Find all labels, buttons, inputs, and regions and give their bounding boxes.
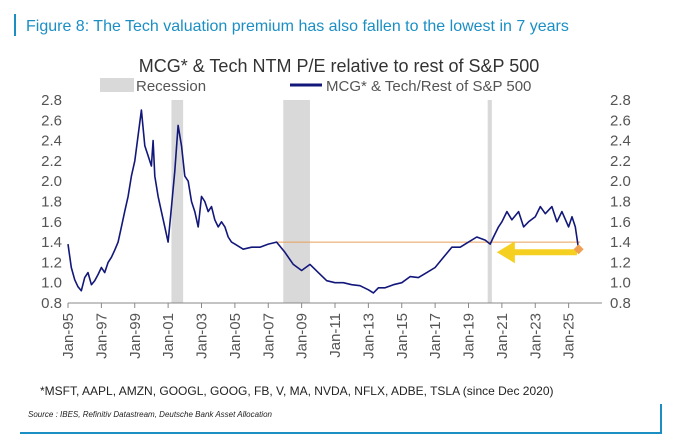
x-tick-label-12: Jan-19 (461, 313, 478, 359)
x-tick-label-4: Jan-03 (194, 313, 211, 359)
y-tick-right-7: 2.2 (610, 153, 631, 170)
y-tick-right-8: 2.4 (610, 133, 631, 150)
axes: 0.8 0.8 1.0 1.0 1.2 1.2 1.4 1.4 1.6 1.6 1.8 1.8 2.0 2… (41, 92, 631, 359)
y-tick-left-10: 2.8 (41, 92, 62, 109)
y-tick-right-3: 1.4 (610, 234, 631, 251)
legend: Recession MCG* & Tech/Rest of S&P 500 (100, 78, 531, 95)
x-tick-label-6: Jan-07 (260, 313, 277, 359)
recession-band-2 (487, 100, 492, 303)
y-tick-right-0: 0.8 (610, 295, 631, 312)
accent-bar-top (14, 14, 16, 36)
y-tick-right-4: 1.6 (610, 214, 631, 231)
y-tick-left-1: 1.0 (41, 275, 62, 292)
x-tick-label-0: Jan-95 (60, 313, 77, 359)
x-tick-label-1: Jan-97 (93, 313, 110, 359)
yellow-arrow-head (496, 241, 515, 264)
x-tick-label-10: Jan-15 (394, 313, 411, 359)
x-tick-label-7: Jan-09 (294, 313, 311, 359)
y-tick-right-1: 1.0 (610, 275, 631, 292)
accent-bar-bottom (20, 432, 662, 434)
series-line-0 (67, 109, 580, 294)
x-tick-label-13: Jan-21 (494, 313, 511, 359)
figure-title: Figure 8: The Tech valuation premium has… (26, 18, 569, 35)
x-tick-label-8: Jan-11 (327, 313, 344, 358)
x-tick-label-15: Jan-25 (561, 313, 578, 359)
y-tick-left-8: 2.4 (41, 133, 62, 150)
y-tick-left-5: 1.8 (41, 194, 62, 211)
legend-label-series: MCG* & Tech/Rest of S&P 500 (326, 78, 531, 95)
series-layer (67, 109, 580, 294)
y-tick-left-2: 1.2 (41, 254, 62, 271)
x-tick-label-11: Jan-17 (427, 313, 444, 359)
y-tick-left-9: 2.6 (41, 112, 62, 129)
y-tick-right-6: 2.0 (610, 173, 631, 190)
x-tick-label-2: Jan-99 (127, 313, 144, 359)
latest-value-marker (573, 244, 584, 255)
legend-label-recession: Recession (136, 78, 206, 95)
recession-band-0 (171, 100, 184, 303)
recession-band-1 (283, 100, 310, 303)
y-tick-left-6: 2.0 (41, 173, 62, 190)
y-tick-left-7: 2.2 (41, 153, 62, 170)
y-tick-right-5: 1.8 (610, 194, 631, 211)
x-tick-label-5: Jan-05 (227, 313, 244, 359)
x-tick-label-9: Jan-13 (360, 313, 377, 359)
footnote: *MSFT, AAPL, AMZN, GOOGL, GOOG, FB, V, M… (40, 384, 554, 398)
x-tick-label-3: Jan-01 (160, 313, 177, 359)
annotation-layer (496, 241, 584, 264)
recession-bands (171, 100, 492, 303)
y-tick-left-3: 1.4 (41, 234, 62, 251)
accent-bar-right (660, 404, 662, 434)
x-tick-label-14: Jan-23 (527, 313, 544, 359)
legend-swatch-recession (100, 78, 134, 92)
source-note: Source : IBES, Refinitiv Datastream, Deu… (28, 410, 272, 419)
y-tick-right-2: 1.2 (610, 254, 631, 271)
y-tick-left-4: 1.6 (41, 214, 62, 231)
y-tick-left-0: 0.8 (41, 295, 62, 312)
chart-title: MCG* & Tech NTM P/E relative to rest of … (138, 56, 540, 76)
y-tick-right-9: 2.6 (610, 112, 631, 129)
y-tick-right-10: 2.8 (610, 92, 631, 109)
